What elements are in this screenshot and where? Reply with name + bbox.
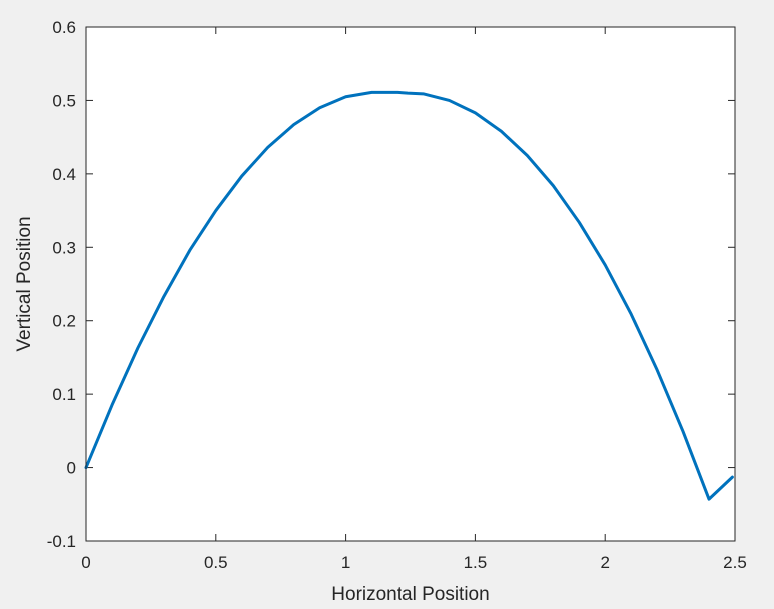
y-tick-label: 0.5 [52, 91, 76, 110]
x-tick-label: 1 [341, 553, 350, 572]
x-tick-label: 1.5 [464, 553, 488, 572]
tick-labels: 0 0.5 1 1.5 2 2.5 -0.1 0 0.1 0.2 0.3 0.4 0.5 0.6 [47, 18, 747, 572]
series-line [84, 90, 734, 501]
x-axis-label: Horizontal Position [331, 584, 489, 605]
y-tick-label: 0.2 [52, 312, 76, 331]
x-tick-label: 0.5 [204, 553, 228, 572]
x-tick-label: 0 [81, 553, 90, 572]
x-tick-label: 2.5 [723, 553, 747, 572]
axes-background [86, 27, 735, 541]
y-tick-label: 0.4 [52, 165, 76, 184]
axes-box [85, 26, 736, 542]
y-tick-label: 0.3 [52, 238, 76, 257]
y-tick-label: 0.1 [52, 385, 76, 404]
y-tick-label: 0.6 [52, 18, 76, 37]
y-axis-label: Vertical Position [14, 216, 35, 351]
y-tick-label: 0 [67, 459, 76, 478]
x-tick-label: 2 [600, 553, 609, 572]
y-tick-label: -0.1 [47, 532, 76, 551]
